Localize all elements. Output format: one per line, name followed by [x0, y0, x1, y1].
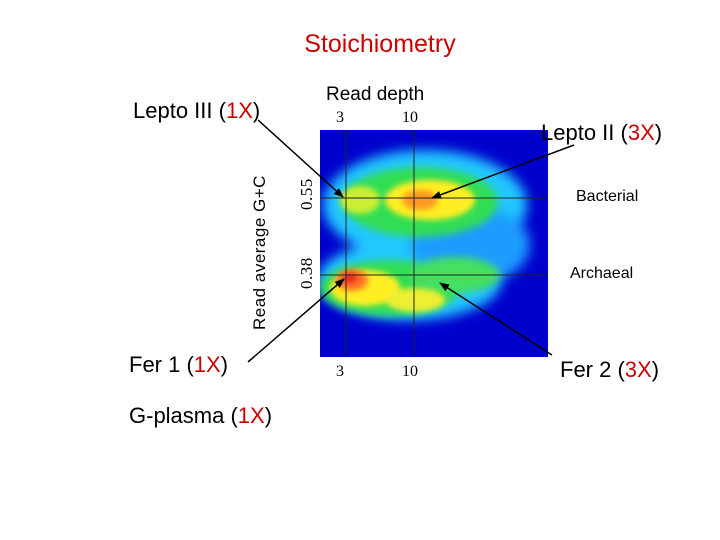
lepto-ii-name: Lepto II (: [541, 120, 628, 145]
lepto-iii-name: Lepto III (: [133, 98, 226, 123]
fer-2-multiplier: 3X: [624, 357, 652, 382]
fer-2-close: ): [651, 357, 660, 382]
x-tick-top-10: 10: [402, 109, 418, 126]
y-axis-title: Read average G+C: [250, 175, 269, 330]
x-tick-bottom-10: 10: [402, 363, 418, 380]
lepto-ii-multiplier: 3X: [627, 120, 655, 145]
label-archaeal: Archaeal: [570, 265, 634, 282]
g-plasma-close: ): [264, 403, 273, 428]
fer-1-multiplier: 1X: [193, 352, 221, 377]
label-lepto-iii: Lepto III (1X): [133, 98, 260, 124]
x-axis-title: Read depth: [326, 84, 425, 105]
fer-1-close: ): [220, 352, 229, 377]
label-fer-2: Fer 2 (3X): [560, 357, 659, 383]
x-tick-top-3: 3: [336, 109, 344, 126]
lepto-iii-close: ): [252, 98, 261, 123]
label-lepto-ii: Lepto II (3X): [541, 120, 662, 146]
x-tick-bottom-3: 3: [336, 363, 344, 380]
g-plasma-name: G-plasma (: [129, 403, 238, 428]
lepto-iii-multiplier: 1X: [225, 98, 253, 123]
g-plasma-multiplier: 1X: [237, 403, 265, 428]
gc-depth-density-plot: [320, 130, 548, 357]
label-g-plasma: G-plasma (1X): [129, 403, 272, 429]
label-bacterial: Bacterial: [576, 188, 639, 205]
lepto-ii-close: ): [654, 120, 663, 145]
fer-1-name: Fer 1 (: [129, 352, 194, 377]
label-fer-1: Fer 1 (1X): [129, 352, 228, 378]
fer-2-name: Fer 2 (: [560, 357, 625, 382]
y-tick-055: 0.55: [297, 178, 316, 210]
diagram-title: Stoichiometry: [304, 30, 456, 58]
y-tick-038: 0.38: [297, 257, 316, 289]
density-heatmap: [320, 130, 548, 357]
